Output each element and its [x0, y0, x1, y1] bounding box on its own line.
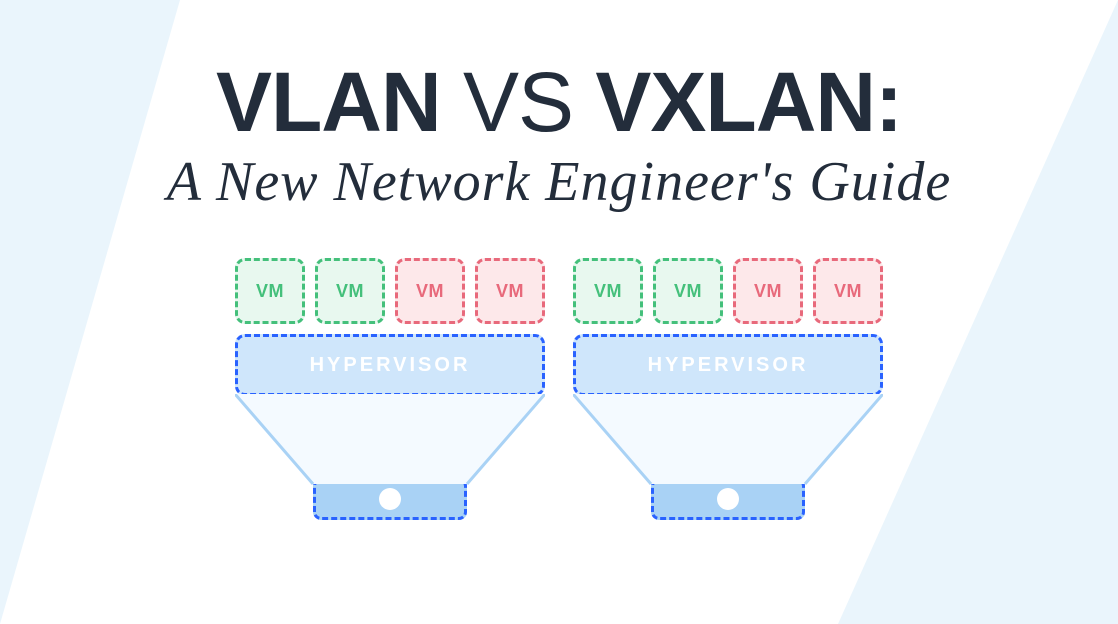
vm-box: VM [733, 258, 803, 324]
switch-port-icon [379, 488, 401, 510]
vm-box: VM [475, 258, 545, 324]
vm-box: VM [573, 258, 643, 324]
vm-box: VM [235, 258, 305, 324]
switch-port-icon [717, 488, 739, 510]
vm-box: VM [653, 258, 723, 324]
hypervisor-stack: VM VM VM VM HYPERVISOR [235, 258, 545, 520]
title-vs: VS [441, 55, 596, 149]
content-area: VLAN VS VXLAN: A New Network Engineer's … [0, 0, 1118, 624]
page-subtitle: A New Network Engineer's Guide [0, 150, 1118, 214]
hypervisor-box: HYPERVISOR [573, 334, 883, 396]
diagram: VM VM VM VM HYPERVISOR VM VM [0, 258, 1118, 520]
vm-box: VM [813, 258, 883, 324]
vm-box: VM [315, 258, 385, 324]
title-vxlan: VXLAN: [595, 55, 902, 149]
hypervisor-stack: VM VM VM VM HYPERVISOR [573, 258, 883, 520]
page-title: VLAN VS VXLAN: [0, 60, 1118, 144]
vm-row: VM VM VM VM [235, 258, 545, 324]
title-vlan: VLAN [216, 55, 441, 149]
connection-cone [235, 394, 545, 484]
hypervisor-box: HYPERVISOR [235, 334, 545, 396]
vm-box: VM [395, 258, 465, 324]
connection-cone [573, 394, 883, 484]
vm-row: VM VM VM VM [573, 258, 883, 324]
